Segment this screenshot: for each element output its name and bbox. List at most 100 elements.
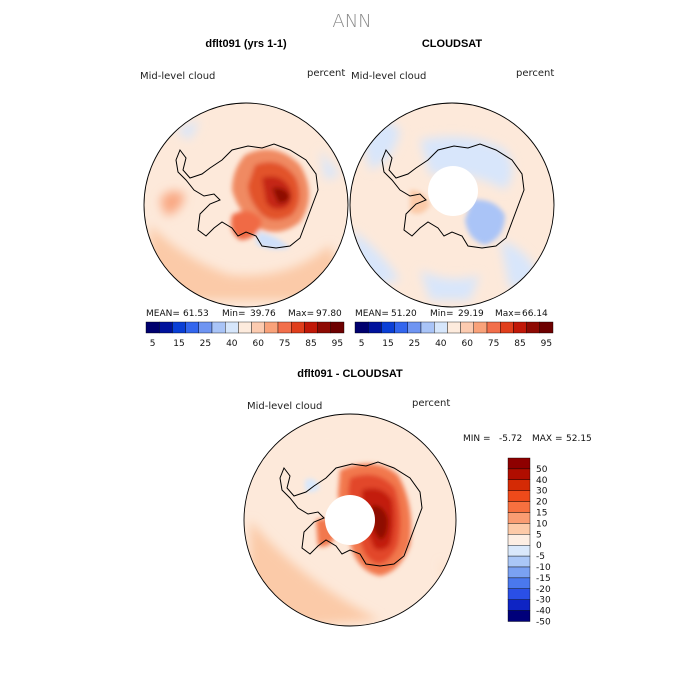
colorbar-swatch [460,321,475,334]
colorbar-swatch [434,321,448,334]
colorbar-tick-label: 30 [536,487,548,497]
panel-diff: dflt091 - CLOUDSAT Mid-level cloud perce… [243,368,592,628]
panel-diff-title: dflt091 - CLOUDSAT [297,368,403,380]
panel-model-min-value: 39.76 [250,309,276,319]
colorbar-tick-label: 5 [359,339,365,349]
colorbar-tick-label: 15 [173,339,184,349]
panel-obs-max-label: Max= [495,309,521,319]
colorbar-swatch [507,577,531,590]
colorbar-swatch [507,545,531,557]
panel-obs-colorbar: 5 15 25 40 60 75 85 95 [354,321,554,349]
colorbar-swatch [264,321,279,334]
colorbar-swatch [394,321,409,334]
colorbar-swatch [158,321,173,334]
colorbar-swatch [238,321,252,334]
panel-obs-max-value: 66.14 [522,309,548,319]
colorbar-swatch [145,321,160,334]
panel-model-title: dflt091 (yrs 1-1) [205,38,287,50]
colorbar-tick-label: 75 [279,339,290,349]
panel-obs-map [350,103,554,307]
colorbar-tick-label: 0 [536,541,542,551]
panel-diff-variable-label: Mid-level cloud [247,401,322,412]
panel-model-min-label: Min= [222,309,246,319]
colorbar-swatch [507,479,531,491]
colorbar-tick-label: -50 [536,618,551,628]
colorbar-swatch [330,321,345,334]
panel-model: dflt091 (yrs 1-1) Mid-level cloud percen… [140,38,349,349]
panel-diff-coastline [279,461,423,567]
colorbar-tick-label: -5 [536,552,545,562]
panel-diff-max-value: 52.15 [566,434,592,444]
colorbar-swatch [507,555,531,568]
figure-title: ANN [332,11,371,32]
colorbar-tick-label: 25 [200,339,211,349]
panel-obs-min-value: 29.19 [458,309,484,319]
colorbar-tick-label: 25 [409,339,420,349]
colorbar-swatch [507,490,531,502]
colorbar-swatch [251,321,266,334]
colorbar-tick-label: 85 [514,339,525,349]
colorbar-swatch [507,457,531,470]
colorbar-swatch [420,321,435,334]
colorbar-swatch [198,321,213,334]
colorbar-swatch [507,468,531,480]
colorbar-tick-label: -20 [536,585,551,595]
colorbar-tick-label: 75 [488,339,499,349]
panel-model-mean-label: MEAN= [146,309,180,319]
colorbar-tick-label: 5 [536,530,542,540]
panel-model-map [144,103,348,307]
colorbar-tick-label: -10 [536,563,551,573]
colorbar-tick-label: 20 [536,498,548,508]
colorbar-swatch [354,321,369,334]
colorbar-swatch [407,321,422,334]
colorbar-tick-label: 40 [536,476,548,486]
panel-model-colorbar: 5 15 25 40 60 75 85 95 [145,321,345,349]
colorbar-swatch [507,599,531,611]
colorbar-tick-label: -30 [536,596,551,606]
colorbar-swatch [507,534,531,546]
colorbar-swatch [500,321,514,334]
colorbar-tick-label: 5 [150,339,156,349]
panel-diff-map-border [243,413,457,627]
panel-diff-units-label: percent [412,398,450,409]
colorbar-swatch [304,321,318,334]
panel-diff-min-label: MIN = [463,434,491,444]
panel-obs-mean-value: 51.20 [391,309,417,319]
panel-diff-map [244,414,456,626]
colorbar-tick-label: 95 [541,339,552,349]
colorbar-swatch [513,321,527,334]
panel-model-coastline [175,143,319,249]
colorbar-swatch [224,321,239,334]
colorbar-swatch [507,523,531,535]
colorbar-swatch [211,321,226,334]
colorbar-swatch [486,321,501,334]
panel-model-max-value: 97.80 [316,309,342,319]
colorbar-tick-label: 85 [305,339,316,349]
colorbar-swatch [507,610,531,622]
colorbar-tick-label: 50 [536,465,548,475]
colorbar-swatch [473,321,488,334]
colorbar-swatch [539,321,554,334]
panel-model-units-label: percent [307,68,345,79]
panel-model-mean-value: 61.53 [183,309,209,319]
colorbar-swatch [507,501,531,513]
colorbar-swatch [507,566,531,579]
colorbar-tick-label: -40 [536,607,551,617]
colorbar-tick-label: -15 [536,574,551,584]
colorbar-tick-label: 15 [536,509,547,519]
colorbar-swatch [368,321,382,334]
colorbar-swatch [172,321,186,334]
panel-diff-max-label: MAX = [532,434,563,444]
panel-obs-min-label: Min= [430,309,454,319]
colorbar-swatch [507,588,531,600]
panel-obs-title: CLOUDSAT [422,38,483,50]
panel-obs-map-border [349,102,555,308]
panel-model-max-label: Max= [288,309,314,319]
colorbar-swatch [447,321,461,334]
panel-obs-mean-label: MEAN= [355,309,389,319]
colorbar-tick-label: 40 [435,339,447,349]
colorbar-swatch [277,321,292,334]
colorbar-swatch [317,321,332,334]
